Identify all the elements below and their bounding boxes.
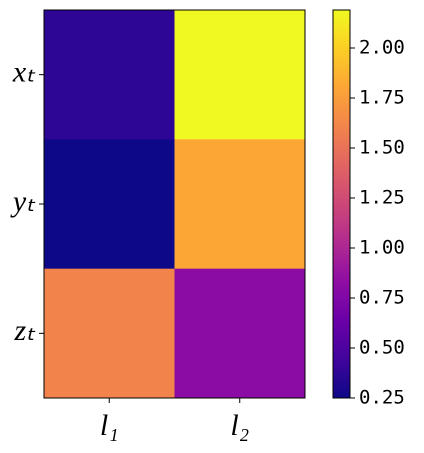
heatmap-cell — [174, 10, 306, 140]
colorbar-tick-label: 0.25 — [359, 387, 405, 409]
x-tick-label: l₁ — [100, 409, 119, 442]
heatmap-cell — [44, 268, 175, 399]
colorbar — [332, 9, 351, 399]
colorbar-tick-label: 0.75 — [359, 287, 405, 309]
heatmap-cell — [174, 268, 306, 399]
y-tick-label: zₜ — [13, 314, 36, 347]
colorbar-tick-label: 0.50 — [359, 337, 405, 359]
heatmap-cell — [174, 139, 306, 270]
heatmap-cell — [44, 10, 175, 140]
heatmap-cell — [44, 139, 175, 270]
colorbar-tick-label: 2.00 — [359, 37, 405, 59]
x-tick-label: l₂ — [230, 409, 249, 442]
colorbar-tick-label: 1.25 — [359, 187, 405, 209]
colorbar-tick-label: 1.50 — [359, 137, 405, 159]
colorbar-tick-label: 1.00 — [359, 237, 405, 259]
colorbar-tick-label: 1.75 — [359, 87, 405, 109]
y-tick-label: xₜ — [12, 56, 36, 89]
y-tick-label: yₜ — [10, 185, 36, 218]
